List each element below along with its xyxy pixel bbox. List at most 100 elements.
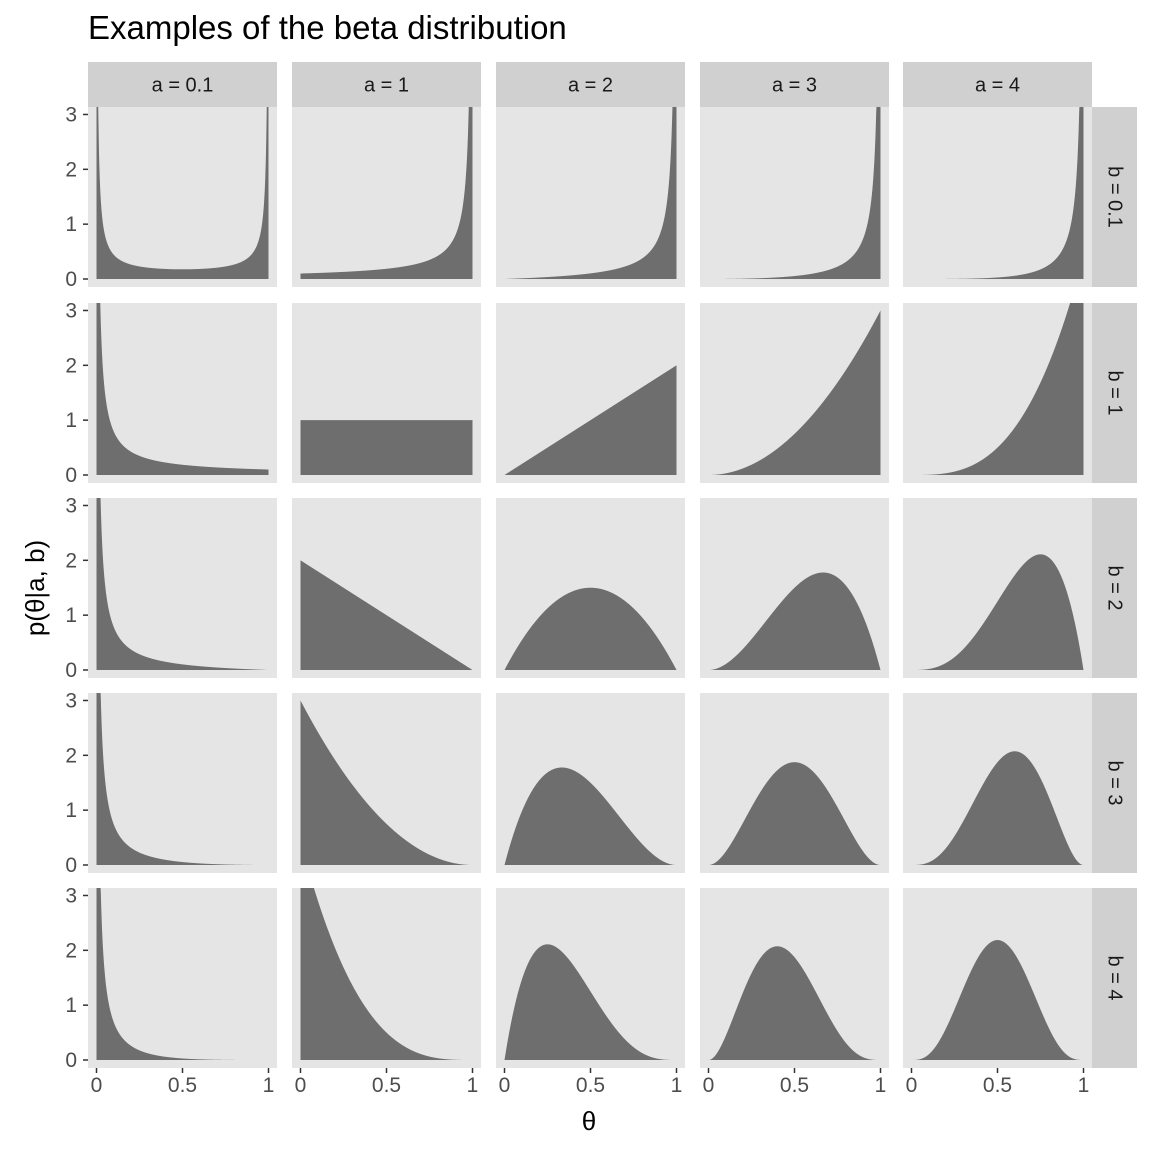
- y-tick-label: 2: [65, 354, 77, 377]
- x-tick-label: 0.5: [372, 1074, 401, 1097]
- x-tick-label: 1: [671, 1074, 683, 1097]
- panel-a1-b1: [292, 303, 481, 483]
- row-strip-4: b = 3: [1092, 693, 1137, 873]
- y-tick-label: 0: [65, 268, 77, 291]
- panel-a0.1-b4: [88, 888, 277, 1068]
- density-area: [96, 498, 269, 670]
- panel-a3-b4: [700, 888, 889, 1068]
- panel-background: [88, 107, 277, 287]
- density-area: [708, 107, 881, 279]
- row-strip-background: [1092, 888, 1137, 1068]
- column-strip-label: a = 2: [568, 75, 613, 97]
- x-tick-label: 1: [875, 1074, 887, 1097]
- column-strip-background: [700, 62, 889, 107]
- y-tick-label: 3: [65, 884, 77, 907]
- panel-a0.1-b1: [88, 303, 277, 483]
- y-tick-label: 2: [65, 549, 77, 572]
- density-area: [300, 700, 473, 865]
- panel-a2-b3: [496, 693, 685, 873]
- panel-a3-b2: [700, 498, 889, 678]
- panel-a2-b0.1: [496, 107, 685, 287]
- density-area: [300, 560, 473, 670]
- panel-a0.1-b0.1: [88, 107, 277, 287]
- row-strip-background: [1092, 107, 1137, 287]
- row-strip-background: [1092, 693, 1137, 873]
- column-strip-background: [88, 62, 277, 107]
- x-tick-label: 1: [1078, 1074, 1090, 1097]
- column-strip-5: a = 4: [903, 62, 1092, 107]
- panel-a4-b4: [903, 888, 1092, 1068]
- y-tick-label: 3: [65, 494, 77, 517]
- facet-panels: a = 0.1 0 0.5 1 a = 1 0 0.5 1 a = 2 0 0.5 1 a = 3 0 0.…: [65, 62, 1137, 1097]
- density-area: [911, 940, 1084, 1060]
- y-axis-title: p(θ|a, b): [20, 540, 50, 636]
- panel-a4-b0.1: [903, 107, 1092, 287]
- density-area: [708, 762, 881, 865]
- panel-a2-b2: [496, 498, 685, 678]
- density-area: [708, 310, 881, 475]
- density-area: [96, 693, 269, 865]
- column-strip-3: a = 2: [496, 62, 685, 107]
- x-tick-label: 0.5: [780, 1074, 809, 1097]
- panel-a2-b1: [496, 303, 685, 483]
- y-tick-label: 1: [65, 409, 77, 432]
- density-area: [911, 303, 1084, 475]
- density-area: [96, 303, 269, 475]
- y-tick-label: 0: [65, 1049, 77, 1072]
- y-tick-label: 0: [65, 659, 77, 682]
- chart-title: Examples of the beta distribution: [88, 9, 567, 46]
- column-strip-background: [903, 62, 1092, 107]
- x-tick-label: 0.5: [168, 1074, 197, 1097]
- row-strip-label: b = 4: [1104, 955, 1126, 1000]
- density-area: [300, 420, 473, 475]
- column-strip-label: a = 4: [975, 75, 1020, 97]
- density-area: [504, 944, 677, 1060]
- x-tick-label: 0: [906, 1074, 918, 1097]
- density-area: [504, 365, 677, 475]
- panel-a0.1-b3: [88, 693, 277, 873]
- density-area: [708, 946, 881, 1060]
- x-axis-title: θ: [582, 1106, 596, 1136]
- row-strip-5: b = 4: [1092, 888, 1137, 1068]
- y-tick-label: 1: [65, 604, 77, 627]
- column-strip-label: a = 0.1: [152, 75, 214, 97]
- row-strip-1: b = 0.1: [1092, 107, 1137, 287]
- x-tick-label: 1: [263, 1074, 275, 1097]
- panel-a3-b0.1: [700, 107, 889, 287]
- density-area: [96, 107, 269, 279]
- column-strip-background: [496, 62, 685, 107]
- row-strip-background: [1092, 498, 1137, 678]
- x-tick-label: 0.5: [983, 1074, 1012, 1097]
- density-area: [96, 888, 269, 1060]
- row-strip-background: [1092, 303, 1137, 483]
- y-tick-label: 0: [65, 854, 77, 877]
- density-area: [300, 107, 473, 279]
- panel-a2-b4: [496, 888, 685, 1068]
- column-strip-4: a = 3: [700, 62, 889, 107]
- density-area: [911, 751, 1084, 865]
- y-tick-label: 3: [65, 299, 77, 322]
- panel-a4-b3: [903, 693, 1092, 873]
- panel-a0.1-b2: [88, 498, 277, 678]
- row-strip-label: b = 1: [1104, 370, 1126, 415]
- panel-a3-b3: [700, 693, 889, 873]
- column-strip-2: a = 1: [292, 62, 481, 107]
- y-tick-label: 2: [65, 158, 77, 181]
- density-area: [911, 107, 1084, 279]
- x-tick-label: 1: [467, 1074, 479, 1097]
- panel-a1-b4: [292, 888, 481, 1068]
- x-tick-label: 0: [91, 1074, 103, 1097]
- column-strip-label: a = 3: [772, 75, 817, 97]
- density-area: [504, 767, 677, 865]
- density-area: [504, 107, 677, 279]
- density-area: [911, 554, 1084, 670]
- density-area: [504, 587, 677, 670]
- y-tick-label: 1: [65, 213, 77, 236]
- panel-a4-b1: [903, 303, 1092, 483]
- y-tick-label: 0: [65, 464, 77, 487]
- y-tick-label: 3: [65, 103, 77, 126]
- y-tick-label: 3: [65, 689, 77, 712]
- y-tick-label: 1: [65, 994, 77, 1017]
- row-strip-3: b = 2: [1092, 498, 1137, 678]
